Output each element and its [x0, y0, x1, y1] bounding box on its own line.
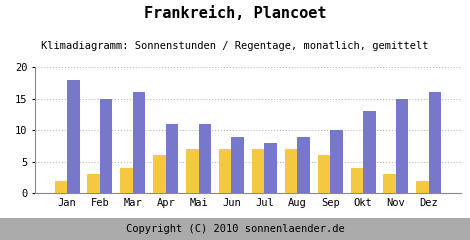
Text: Klimadiagramm: Sonnenstunden / Regentage, monatlich, gemittelt: Klimadiagramm: Sonnenstunden / Regentage…: [41, 41, 429, 51]
Text: Frankreich, Plancoet: Frankreich, Plancoet: [144, 6, 326, 21]
Bar: [166, 124, 178, 193]
Bar: [318, 156, 330, 193]
Bar: [416, 180, 429, 193]
Bar: [351, 168, 363, 193]
Bar: [264, 143, 277, 193]
Bar: [120, 168, 133, 193]
Bar: [297, 137, 310, 193]
Bar: [285, 149, 297, 193]
Bar: [133, 92, 145, 193]
Bar: [232, 137, 244, 193]
Bar: [429, 92, 441, 193]
Bar: [55, 180, 67, 193]
Bar: [219, 149, 232, 193]
Bar: [186, 149, 199, 193]
Bar: [252, 149, 264, 193]
Bar: [199, 124, 211, 193]
Bar: [87, 174, 100, 193]
Bar: [67, 80, 79, 193]
Bar: [396, 99, 408, 193]
Bar: [384, 174, 396, 193]
Text: Copyright (C) 2010 sonnenlaender.de: Copyright (C) 2010 sonnenlaender.de: [125, 224, 345, 234]
Bar: [330, 130, 343, 193]
Legend: Sonnenstunden / Tag, Regentage / Monat: Sonnenstunden / Tag, Regentage / Monat: [100, 234, 396, 240]
Bar: [100, 99, 112, 193]
Bar: [153, 156, 166, 193]
Bar: [363, 111, 376, 193]
